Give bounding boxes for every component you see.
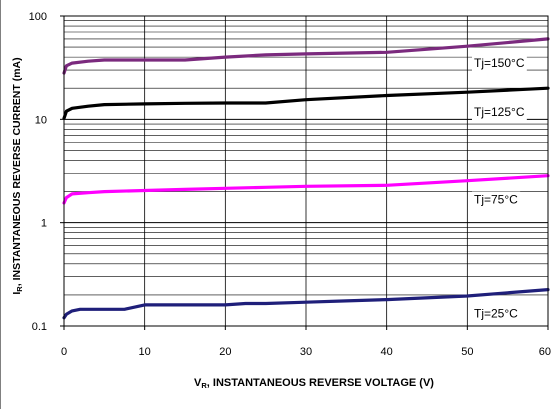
y-tick-label: 1 <box>41 218 47 230</box>
y-axis-label-main: I <box>11 292 23 295</box>
series-line <box>62 174 550 205</box>
y-axis-label: IR, INSTANTANEOUS REVERSE CURRENT (mA) <box>11 57 24 294</box>
y-tick-label: 100 <box>29 11 47 23</box>
y-axis-label-sub: R <box>15 286 24 292</box>
series-label-text: Tj=25°C <box>474 307 518 321</box>
x-axis-label-rest: , INSTANTANEOUS REVERSE VOLTAGE (V) <box>207 377 434 389</box>
y-tick-label: 0.1 <box>32 321 47 333</box>
x-tick-label: 30 <box>300 346 312 358</box>
series-label-text: Tj=150°C <box>474 56 525 70</box>
series-label-background <box>472 191 521 208</box>
x-axis-label-sub: R <box>201 381 207 390</box>
y-tick-label: 10 <box>35 114 47 126</box>
series-group <box>62 37 550 320</box>
x-axis-label: VR, INSTANTANEOUS REVERSE VOLTAGE (V) <box>194 377 434 390</box>
series-line <box>62 37 550 75</box>
series-label-background <box>472 305 521 322</box>
series-line <box>62 86 550 121</box>
series-label: Tj=75°C <box>472 191 521 208</box>
series-label-background <box>472 54 527 71</box>
series-line <box>62 288 550 320</box>
x-tick-label: 60 <box>539 346 551 358</box>
x-tick-label: 10 <box>139 346 151 358</box>
x-tick-label: 0 <box>61 346 67 358</box>
series-labels: Tj=150°C Tj=125°C Tj=75°C Tj=25°C <box>472 54 527 322</box>
x-tick-label: 50 <box>461 346 473 358</box>
series-label: Tj=150°C <box>472 54 527 71</box>
x-axis-label-main: V <box>194 377 202 389</box>
y-axis-label-rest: , INSTANTANEOUS REVERSE CURRENT (mA) <box>11 57 23 286</box>
series-label: Tj=25°C <box>472 305 521 322</box>
series-label-text: Tj=75°C <box>474 193 518 207</box>
series-label-background <box>472 104 527 121</box>
series-label: Tj=125°C <box>472 104 527 121</box>
series-label-text: Tj=125°C <box>474 105 525 119</box>
x-tick-label: 20 <box>219 346 231 358</box>
tick-labels: 0 10 20 30 40 50 60 0.1 1 10 100 <box>29 11 551 358</box>
x-tick-label: 40 <box>381 346 393 358</box>
